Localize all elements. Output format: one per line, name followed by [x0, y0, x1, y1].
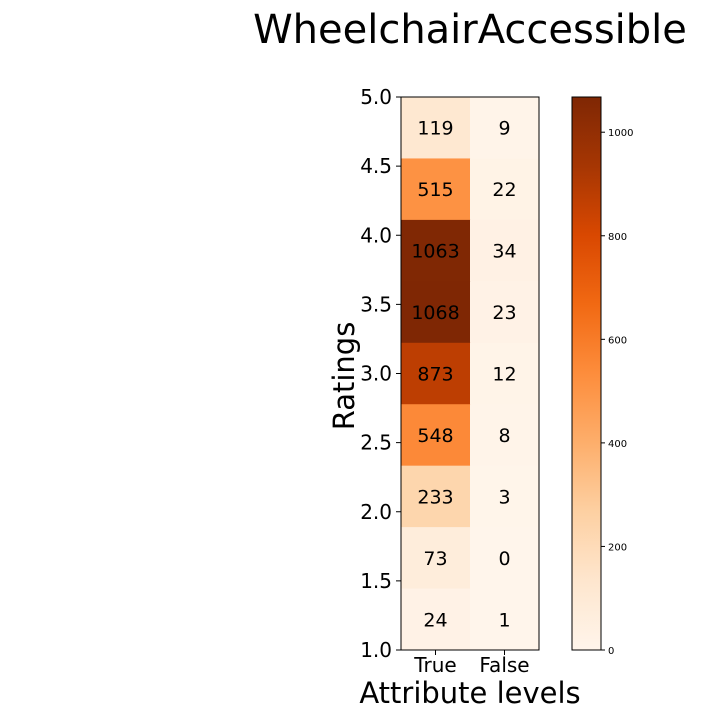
y-tick-label: 1.5	[360, 569, 392, 593]
heatmap-cell	[470, 219, 540, 282]
cell-value-label: 22	[492, 179, 516, 201]
y-tick-label: 3.0	[360, 362, 392, 386]
heatmap-cell	[401, 588, 471, 651]
heatmap-cell	[401, 404, 471, 467]
heatmap-cell	[401, 281, 471, 344]
heatmap-cell	[401, 527, 471, 590]
cell-value-label: 12	[492, 364, 516, 386]
heatmap-cell	[470, 404, 540, 467]
y-axis-label: Ratings	[327, 322, 361, 431]
heatmap-cell	[470, 465, 540, 528]
heatmap-cell	[401, 465, 471, 528]
cell-value-label: 3	[498, 486, 510, 508]
y-tick-label: 4.0	[360, 223, 392, 247]
cell-value-label: 1063	[411, 241, 459, 263]
cell-value-label: 548	[417, 425, 453, 447]
cell-value-label: 73	[423, 548, 447, 570]
cell-value-label: 1	[498, 609, 510, 631]
x-axis-ticks: True False	[413, 650, 530, 677]
colorbar-tick-label: 400	[608, 439, 627, 450]
cell-value-label: 119	[417, 118, 453, 140]
heatmap-cell	[401, 158, 471, 221]
chart-title: WheelchairAccessible	[253, 7, 687, 53]
cell-value-label: 515	[417, 179, 453, 201]
x-tick-label: False	[479, 653, 529, 677]
cell-value-label: 873	[417, 364, 453, 386]
cell-value-label: 0	[498, 548, 510, 570]
y-tick-label: 1.0	[360, 638, 392, 662]
heatmap-cell	[470, 281, 540, 344]
cell-value-label: 24	[423, 609, 447, 631]
heatmap-cell	[470, 527, 540, 590]
y-tick-label: 2.5	[360, 431, 392, 455]
colorbar-tick-label: 200	[608, 542, 627, 553]
cell-value-label: 8	[498, 425, 510, 447]
heatmap-cell	[401, 219, 471, 282]
y-tick-label: 2.0	[360, 500, 392, 524]
heatmap-cell	[470, 588, 540, 651]
heatmap-cell	[470, 342, 540, 405]
colorbar-tick-label: 1000	[608, 128, 633, 139]
y-tick-label: 4.5	[360, 154, 392, 178]
heatmap-cell	[401, 97, 471, 159]
cell-value-label: 233	[417, 486, 453, 508]
colorbar-tick-label: 800	[608, 232, 627, 243]
cell-value-labels: 119 9 515 22 1063 34 1068 23 873 12 548 8 233 3 73 0 24 1	[411, 118, 516, 632]
cell-value-label: 9	[498, 118, 510, 140]
cell-value-label: 1068	[411, 302, 459, 324]
cell-value-label: 23	[492, 302, 516, 324]
heatmap-cell	[470, 97, 540, 159]
x-axis-label: Attribute levels	[359, 676, 580, 710]
x-tick-label: True	[413, 653, 456, 677]
colorbar-tick-label: 0	[608, 646, 614, 657]
heatmap-cell	[470, 158, 540, 221]
colorbar-ticks: 0 200 400 600 800 1000	[601, 128, 633, 657]
y-tick-label: 5.0	[360, 85, 392, 109]
heatmap-cells	[401, 97, 540, 651]
colorbar	[571, 96, 602, 651]
heatmap-cell	[401, 342, 471, 405]
y-axis-ticks: 5.0 4.5 4.0 3.5 3.0 2.5 2.0 1.5 1.0	[360, 85, 401, 662]
cell-value-label: 34	[492, 241, 516, 263]
colorbar-tick-label: 600	[608, 335, 627, 346]
y-tick-label: 3.5	[360, 292, 392, 316]
